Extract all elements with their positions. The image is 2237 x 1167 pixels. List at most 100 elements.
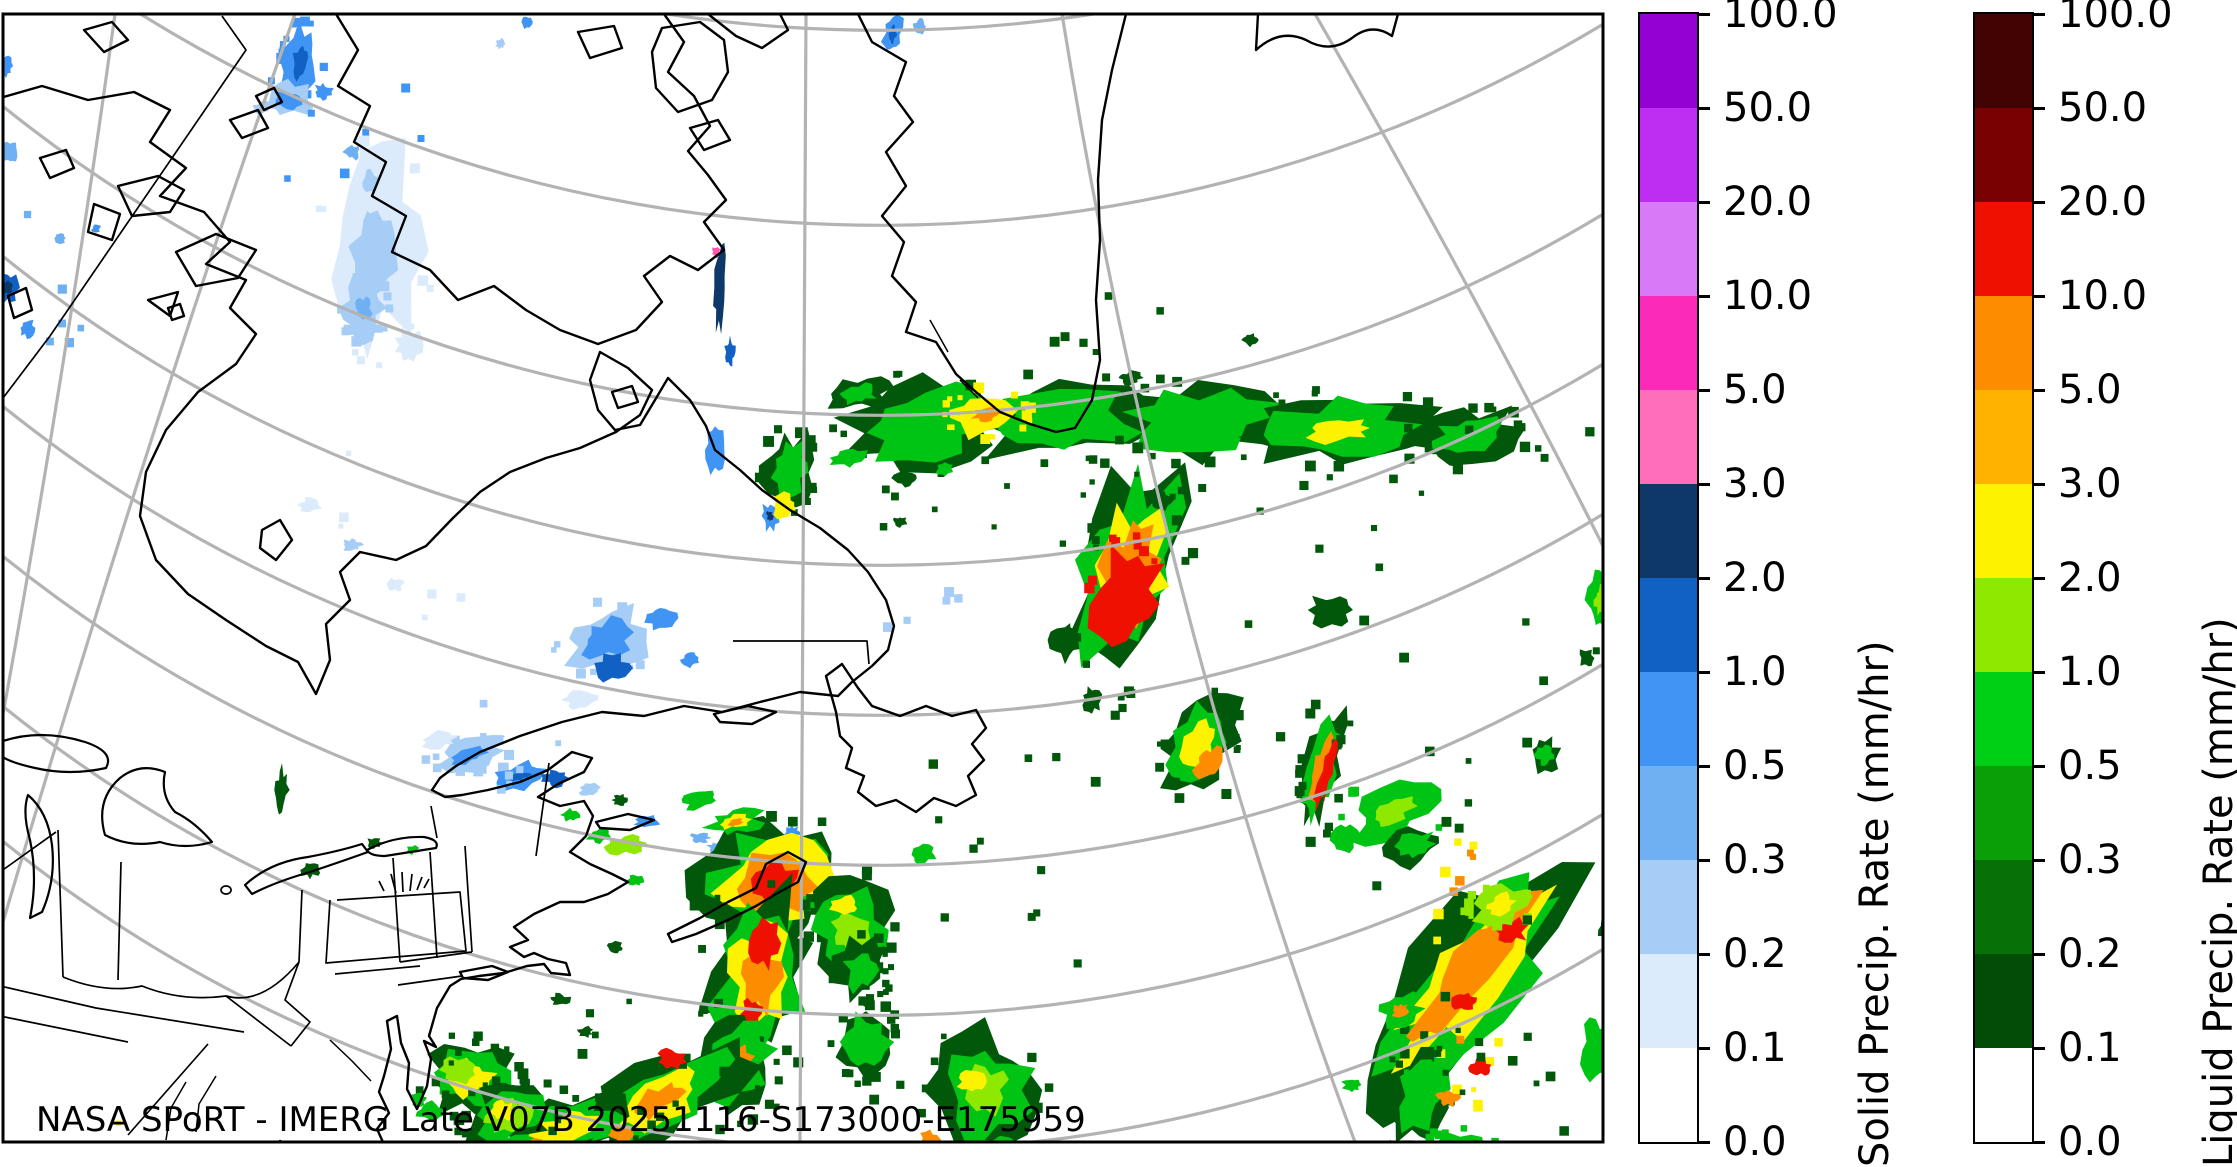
precip-cell (1593, 583, 1602, 616)
precip-pixel (1454, 838, 1462, 846)
colorbar-tick-label: 0.5 (1723, 743, 1787, 789)
colorbar-tick-label: 5.0 (2058, 367, 2122, 413)
precip-pixel (483, 735, 494, 747)
precip-pixel (555, 1117, 562, 1124)
colorbar-segment (1975, 672, 2032, 766)
precip-pixel (828, 975, 837, 984)
precip-pixel (359, 147, 369, 157)
precip-pixel (1156, 374, 1165, 384)
precip-pixel (1421, 1155, 1431, 1165)
precip-cell (1047, 623, 1079, 665)
coastline-path (824, 662, 988, 814)
precip-pixel (1333, 461, 1345, 472)
colorbar-segment (1640, 766, 1697, 860)
precip-pixel (1073, 959, 1082, 968)
precip-pixel (1465, 910, 1474, 919)
precip-pixel (1278, 399, 1286, 407)
precip-pixel (833, 955, 841, 963)
colorbar-segment (1975, 390, 2032, 484)
precip-pixel (516, 765, 524, 774)
precip-pixel (1494, 1038, 1503, 1047)
precip-pixel (1470, 1161, 1478, 1167)
precip-pixel (1024, 754, 1033, 762)
precip-pixel (1417, 783, 1428, 794)
precip-pixel (942, 596, 951, 605)
precip-pixel (426, 284, 434, 292)
precip-pixel (1044, 1083, 1054, 1092)
precip-pixel (1442, 1129, 1449, 1137)
precip-pixel (559, 1085, 569, 1094)
precip-pixel (1233, 746, 1241, 753)
precip-pixel (1295, 765, 1304, 774)
precip-cell (451, 745, 490, 765)
graticule-parallel (3, 554, 1602, 867)
precip-pixel (504, 749, 514, 760)
precip-pixel (737, 1120, 744, 1128)
map-annotation: NASA SPoRT - IMERG Late V07B 20251116-S1… (36, 1100, 1086, 1140)
precip-cell (1485, 891, 1517, 917)
precip-pixel (408, 323, 415, 330)
precip-pixel (1484, 402, 1494, 413)
precip-cell (839, 1011, 895, 1066)
precip-pixel (337, 305, 345, 314)
precip-pixel (1517, 423, 1526, 432)
precip-pixel (448, 1060, 454, 1066)
precip-pixel (810, 486, 818, 493)
coastline-path (650, 20, 730, 114)
precip-pixel (1026, 417, 1033, 424)
precip-cell (362, 168, 379, 193)
precip-pixel (1480, 1163, 1485, 1167)
precip-pixel (678, 1060, 686, 1069)
precip-pixel (595, 1093, 604, 1102)
coastline-path (610, 384, 640, 410)
precip-cell (712, 247, 721, 258)
precip-pixel (1102, 373, 1111, 382)
precip-pixel (803, 498, 811, 505)
precip-pixel (1425, 1133, 1435, 1141)
precip-pixel (1294, 786, 1305, 796)
precip-pixel (1305, 836, 1316, 847)
precip-pixel (1459, 1089, 1466, 1096)
precip-pixel (965, 379, 976, 391)
precip-pixel (812, 1153, 822, 1163)
precip-pixel (643, 1139, 651, 1141)
precip-cell (912, 17, 927, 35)
precip-pixel (1079, 338, 1088, 347)
coastline-path (195, 1075, 217, 1133)
precip-pixel (885, 984, 893, 992)
precip-pixel (1157, 741, 1163, 747)
colorbar-liquid (1973, 12, 2034, 1144)
coastline-path (254, 86, 284, 112)
precip-pixel (1349, 786, 1359, 797)
precip-pixel (952, 1037, 960, 1044)
graticule-meridian (798, 15, 808, 1141)
precip-pixel (942, 400, 950, 408)
precip-pixel (555, 740, 562, 747)
precip-pixel (390, 152, 399, 162)
precip-pixel (1534, 445, 1542, 452)
precip-pixel (1585, 427, 1595, 437)
precip-pixel (1149, 452, 1156, 460)
coastline-path (688, 118, 732, 152)
graticule-parallel (140, 15, 1602, 227)
precip-pixel (504, 1046, 510, 1052)
precip-pixel (315, 205, 323, 213)
precip-cell (314, 83, 334, 101)
colorbar-tick-mark (2032, 388, 2045, 392)
precip-pixel (1080, 492, 1086, 498)
colorbar-tick-label: 10.0 (2058, 273, 2148, 319)
precip-pixel (1104, 292, 1113, 300)
precip-pixel (991, 524, 997, 530)
coastline-path (82, 20, 130, 54)
precip-pixel (896, 1080, 905, 1089)
precip-cell (529, 1138, 543, 1141)
precip-pixel (1296, 792, 1303, 799)
coastline-path (86, 202, 122, 242)
precip-cell (1584, 569, 1602, 626)
precip-pixel (1389, 474, 1398, 484)
precip-pixel (338, 523, 344, 529)
precip-pixel (1134, 471, 1140, 477)
precip-pixel (1110, 710, 1120, 720)
precip-pixel (1187, 548, 1199, 559)
precip-pixel (509, 1143, 518, 1152)
